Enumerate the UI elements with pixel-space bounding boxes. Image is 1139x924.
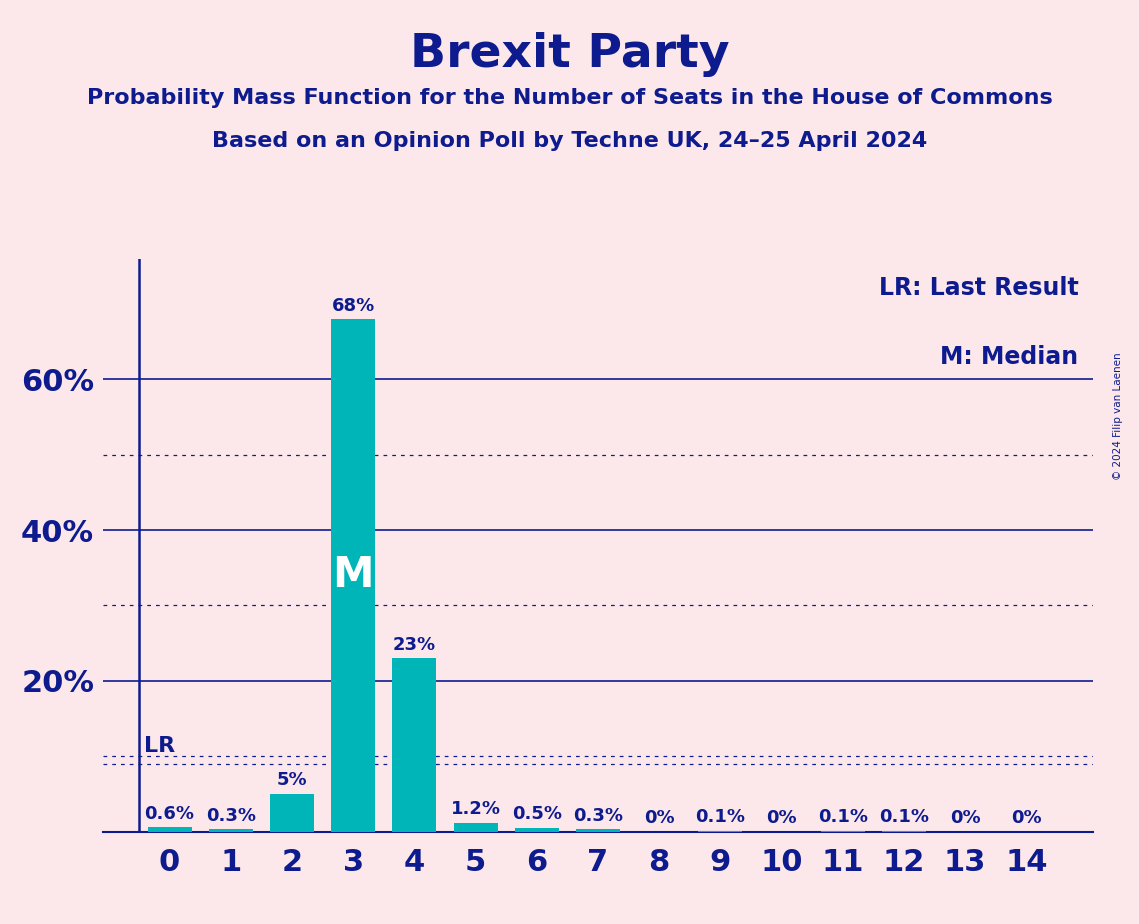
Bar [576,830,620,832]
Text: 0.1%: 0.1% [879,808,929,826]
Text: 0%: 0% [767,809,797,827]
Text: Brexit Party: Brexit Party [410,32,729,78]
Text: 0.5%: 0.5% [511,806,562,823]
Text: 5%: 5% [277,772,308,789]
Text: 0.1%: 0.1% [696,808,745,826]
Text: 0%: 0% [1011,809,1042,827]
Bar [331,319,375,832]
Text: Probability Mass Function for the Number of Seats in the House of Commons: Probability Mass Function for the Number… [87,88,1052,108]
Text: M: Median: M: Median [941,345,1079,369]
Text: LR: Last Result: LR: Last Result [879,276,1079,300]
Bar [208,830,253,832]
Text: Based on an Opinion Poll by Techne UK, 24–25 April 2024: Based on an Opinion Poll by Techne UK, 2… [212,131,927,152]
Text: © 2024 Filip van Laenen: © 2024 Filip van Laenen [1114,352,1123,480]
Bar [515,828,559,832]
Bar [453,822,498,832]
Text: 68%: 68% [331,297,375,314]
Text: 23%: 23% [393,636,436,653]
Text: 0.6%: 0.6% [145,805,195,822]
Text: 0.3%: 0.3% [206,807,256,825]
Text: 0%: 0% [644,809,674,827]
Bar [392,658,436,832]
Text: LR: LR [144,736,175,756]
Text: 0.1%: 0.1% [818,808,868,826]
Text: M: M [333,554,374,596]
Text: 1.2%: 1.2% [451,800,500,818]
Bar [270,794,314,832]
Text: 0%: 0% [950,809,981,827]
Bar [148,827,191,832]
Text: 0.3%: 0.3% [573,807,623,825]
